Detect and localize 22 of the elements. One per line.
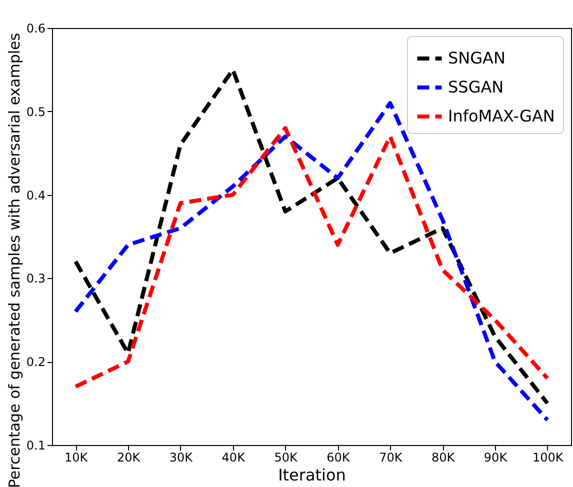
x-tick-label: 100K: [532, 450, 564, 464]
x-axis-title: Iteration: [278, 466, 346, 484]
y-tick-label: 0.6: [26, 22, 46, 36]
x-tick-label: 20K: [116, 450, 142, 464]
x-tick-label: 50K: [274, 450, 298, 464]
x-tick-label: 90K: [484, 450, 508, 464]
x-tick-label: 30K: [169, 450, 194, 464]
x-tick-label: 80K: [431, 450, 456, 464]
legend-label: SSGAN: [448, 78, 504, 96]
x-tick-label: 70K: [379, 450, 404, 464]
legend-label: InfoMAX-GAN: [448, 106, 555, 126]
x-tick-label: 40K: [222, 450, 246, 464]
x-tick-label: 60K: [326, 450, 351, 464]
y-tick-label: 0.5: [26, 104, 46, 119]
y-axis-title: Percentage of generated samples with adversarial examples: [5, 32, 24, 487]
y-tick-label: 0.2: [26, 355, 46, 370]
legend-label: SNGAN: [448, 48, 506, 68]
line-series: [74, 126, 550, 389]
x-tick-label: 10K: [64, 450, 89, 464]
y-tick-label: 0.3: [26, 272, 46, 286]
y-tick-label: 0.4: [26, 188, 46, 202]
y-tick-label: 0.1: [26, 438, 46, 452]
